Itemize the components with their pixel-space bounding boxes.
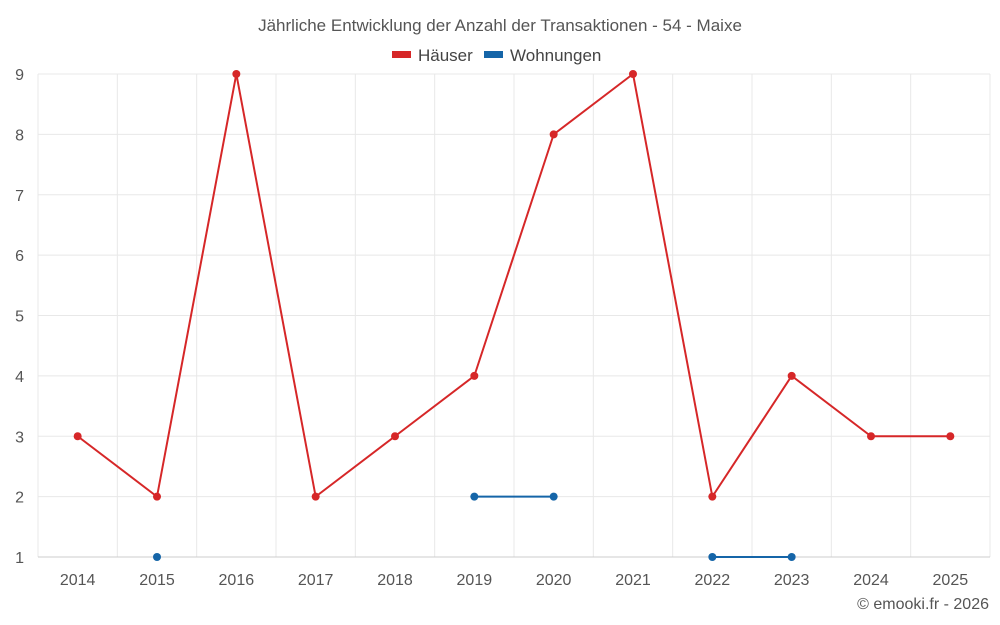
legend-label: Wohnungen <box>510 46 601 65</box>
y-tick-label: 2 <box>15 490 24 507</box>
series-group <box>73 70 955 561</box>
data-point[interactable] <box>708 553 717 561</box>
legend-label: Häuser <box>418 46 473 65</box>
x-tick-label: 2023 <box>774 572 810 589</box>
x-tick-label: 2019 <box>457 572 493 589</box>
series-line-segment <box>632 73 714 498</box>
data-point[interactable] <box>73 432 82 441</box>
y-tick-label: 6 <box>15 248 24 265</box>
data-point[interactable] <box>549 130 558 139</box>
data-point[interactable] <box>787 553 796 561</box>
data-point[interactable] <box>153 553 161 561</box>
series-line-segment <box>711 374 793 498</box>
legend-item-wohnungen[interactable]: Wohnungen <box>484 46 601 65</box>
y-tick-label: 8 <box>15 127 24 144</box>
x-tick-label: 2020 <box>536 572 572 589</box>
y-tick-label: 4 <box>15 369 24 386</box>
x-axis-ticks: 2014 2015 2016 2017 2018 2019 2020 2021 2022 2023… <box>60 572 968 589</box>
data-point[interactable] <box>391 432 399 441</box>
series-line-segment <box>235 73 317 498</box>
data-point[interactable] <box>470 492 479 501</box>
data-point[interactable] <box>549 492 558 501</box>
x-tick-label: 2016 <box>219 572 255 589</box>
x-tick-label: 2021 <box>615 572 651 589</box>
chart-title: Jährliche Entwicklung der Anzahl der Tra… <box>258 16 742 35</box>
y-tick-label: 3 <box>15 429 24 446</box>
data-point[interactable] <box>629 70 637 78</box>
series-haeuser <box>73 70 955 501</box>
data-point[interactable] <box>708 492 717 501</box>
x-tick-label: 2022 <box>695 572 731 589</box>
y-axis-ticks: 1 2 3 4 5 6 7 8 9 <box>15 67 24 567</box>
x-tick-label: 2018 <box>377 572 413 589</box>
series-wohnungen <box>153 492 796 561</box>
series-line-segment <box>156 73 238 498</box>
x-tick-label: 2024 <box>853 572 889 589</box>
x-tick-label: 2017 <box>298 572 334 589</box>
series-line-segment <box>790 374 872 438</box>
series-line-segment <box>76 435 158 498</box>
y-tick-label: 5 <box>15 309 24 326</box>
series-line-segment <box>394 374 476 438</box>
legend-swatch <box>484 51 503 58</box>
series-line-segment <box>473 133 555 377</box>
legend-item-haeuser[interactable]: Häuser <box>392 46 473 65</box>
y-tick-label: 9 <box>15 67 24 84</box>
credit-text: © emooki.fr - 2026 <box>857 596 989 613</box>
gridlines <box>37 73 991 557</box>
data-point[interactable] <box>153 492 161 501</box>
data-point[interactable] <box>470 371 479 380</box>
data-point[interactable] <box>232 70 241 78</box>
legend[interactable]: Häuser Wohnungen <box>392 46 601 65</box>
legend-swatch <box>392 51 411 58</box>
y-tick-label: 7 <box>15 188 24 205</box>
data-point[interactable] <box>946 432 955 441</box>
data-point[interactable] <box>311 492 320 501</box>
data-point[interactable] <box>867 432 875 441</box>
x-tick-label: 2025 <box>933 572 969 589</box>
x-tick-label: 2014 <box>60 572 96 589</box>
x-tick-label: 2015 <box>139 572 175 589</box>
series-line-segment <box>552 73 634 136</box>
data-point[interactable] <box>787 371 796 380</box>
series-line-segment <box>314 435 396 498</box>
y-tick-label: 1 <box>15 550 24 567</box>
